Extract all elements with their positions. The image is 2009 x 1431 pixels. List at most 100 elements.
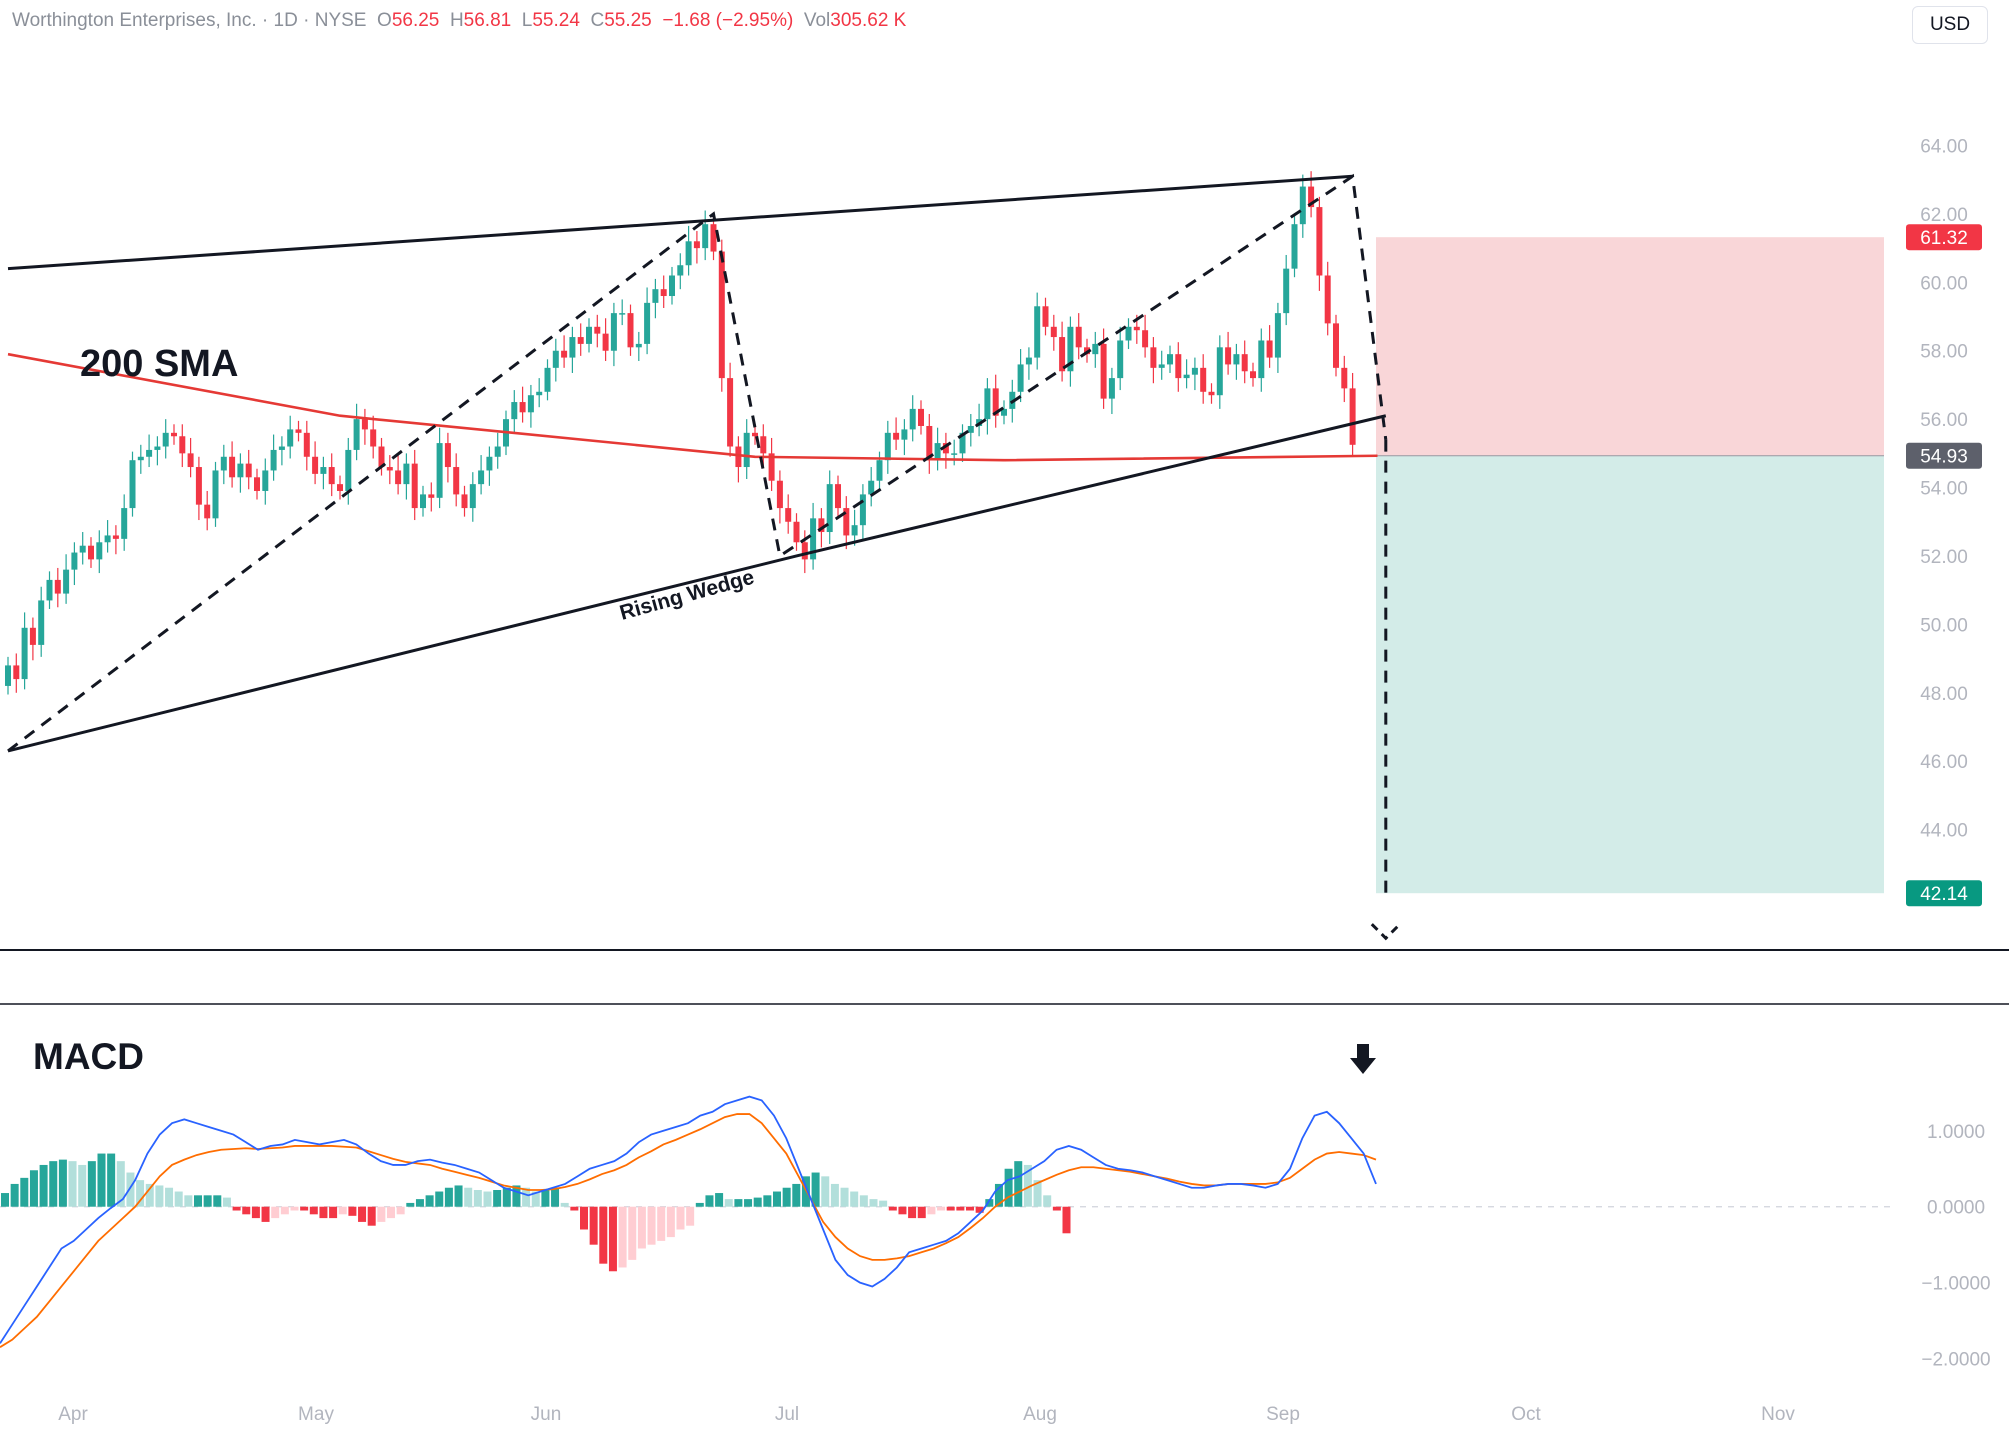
macd-histogram-bar [773, 1191, 781, 1207]
candle [229, 456, 236, 478]
candle [1191, 367, 1198, 375]
macd-histogram-bar [956, 1206, 965, 1211]
macd-histogram-bar [551, 1187, 560, 1207]
target-tag: 42.14 [1920, 884, 1968, 905]
pattern-drawings [7, 173, 1401, 941]
candle [586, 326, 592, 344]
candle [245, 463, 252, 478]
candle [810, 518, 817, 560]
month-label: Sep [1266, 1404, 1300, 1425]
candle [204, 504, 211, 519]
macd-tick-label: −1.0000 [1921, 1274, 1990, 1295]
macd-axis: 1.0000 0.0000 −1.0000 −2.0000 [1921, 1122, 1990, 1371]
candle [652, 289, 659, 303]
candle [1001, 408, 1007, 416]
macd-histogram-bar [599, 1206, 608, 1264]
macd-histogram-bar [686, 1206, 695, 1226]
candlestick-series [5, 171, 1356, 695]
candle [220, 456, 227, 471]
macd-histogram-bar [975, 1206, 984, 1213]
macd-histogram-bar [319, 1206, 328, 1219]
take-profit-zone[interactable] [1376, 455, 1884, 894]
macd-histogram-bar [213, 1195, 222, 1207]
open-value: 56.25 [391, 10, 440, 31]
candle [1108, 378, 1115, 399]
macd-histogram-bar [859, 1195, 868, 1207]
macd-histogram-bar [637, 1206, 646, 1249]
macd-histogram-bar [145, 1183, 154, 1207]
candle [1158, 364, 1165, 368]
symbol-name[interactable]: Worthington Enterprises, Inc. [12, 10, 257, 31]
macd-histogram-bar [869, 1199, 878, 1207]
price-axis[interactable]: 64.00 62.00 60.00 58.00 56.00 54.00 52.00 50.00… [1920, 137, 1968, 842]
macd-histogram-bar [647, 1206, 656, 1245]
month-label: Jun [531, 1404, 562, 1425]
macd-histogram-bar [966, 1206, 974, 1211]
month-label: May [298, 1404, 334, 1425]
price-tick-label: 48.00 [1920, 684, 1968, 705]
macd-histogram-bar [1004, 1168, 1013, 1207]
candle [644, 302, 651, 344]
candle [677, 265, 684, 276]
macd-histogram-bar [1, 1193, 9, 1207]
macd-histogram-bar [792, 1183, 801, 1207]
stop-loss-zone[interactable] [1376, 237, 1884, 456]
macd-histogram-bar [493, 1190, 502, 1207]
candle [760, 436, 767, 454]
currency-button[interactable]: USD [1912, 6, 1988, 44]
interval[interactable]: 1D [273, 10, 298, 31]
macd-histogram-bar [580, 1206, 588, 1230]
candle [536, 391, 543, 396]
candle [278, 446, 285, 450]
candle [602, 333, 609, 351]
macd-histogram-bar [1062, 1206, 1071, 1234]
candle [826, 484, 833, 533]
wedge-upper-trendline[interactable] [7, 174, 1353, 271]
candle [1075, 326, 1082, 348]
macd-histogram-bar [165, 1187, 174, 1207]
zigzag-path[interactable] [7, 173, 1388, 753]
candle [992, 388, 999, 416]
macd-histogram-bar [753, 1197, 762, 1207]
candle [909, 408, 916, 430]
position-zones [1376, 237, 1884, 894]
macd-histogram-bar [946, 1206, 955, 1211]
candle [1034, 306, 1041, 358]
candle [1142, 330, 1149, 348]
exchange: NYSE [314, 10, 367, 31]
macd-histogram-bar [39, 1164, 48, 1207]
price-tick-label: 44.00 [1920, 821, 1968, 842]
volume-value: 305.62 K [830, 10, 907, 31]
macd-histogram-bar [107, 1153, 116, 1207]
candle [146, 449, 153, 457]
candle [1341, 367, 1348, 389]
candle [785, 508, 792, 522]
candle [295, 429, 302, 433]
candle [1067, 326, 1074, 372]
candle [38, 600, 45, 645]
macd-histogram-bar [29, 1170, 38, 1207]
macd-histogram-bar [271, 1206, 280, 1219]
candle [104, 535, 111, 543]
candle [154, 446, 161, 450]
candle [843, 508, 850, 536]
macd-histogram-bar [927, 1206, 936, 1215]
stop-loss-tag: 61.32 [1920, 228, 1968, 249]
macd-histogram-bar [541, 1190, 550, 1207]
macd-histogram-bar [406, 1202, 415, 1207]
wedge-lower-trendline[interactable] [7, 414, 1387, 753]
time-axis[interactable]: Apr May Jun Jul Aug Sep Oct Nov [58, 1404, 1795, 1425]
entry-tag: 54.93 [1920, 447, 1968, 468]
candle [876, 460, 883, 481]
macd-histogram-bar [251, 1206, 260, 1219]
macd-histogram-bar [194, 1195, 202, 1207]
macd-histogram-bar [531, 1191, 540, 1207]
candle [1050, 326, 1057, 338]
macd-histogram-bar [666, 1206, 675, 1238]
candle [967, 425, 974, 433]
candle [569, 337, 576, 358]
macd-histogram-bar [68, 1161, 77, 1207]
candle [395, 470, 402, 485]
candle [1225, 347, 1232, 365]
